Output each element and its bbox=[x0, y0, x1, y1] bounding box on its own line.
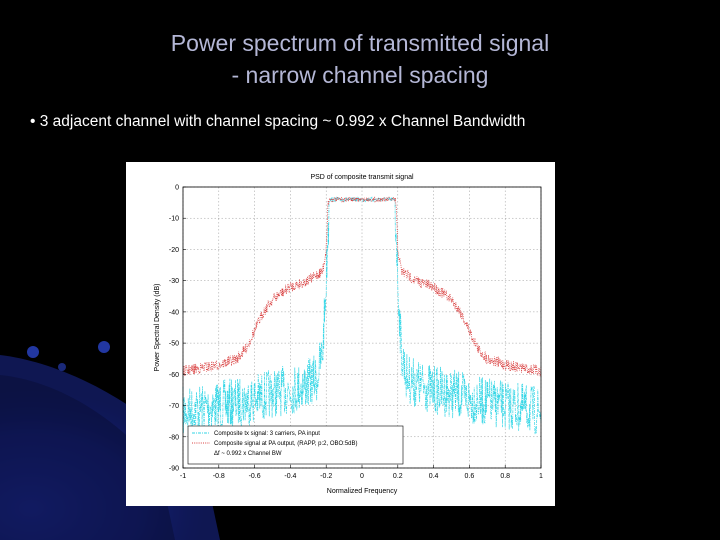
y-axis-label: Power Spectral Density (dB) bbox=[154, 284, 161, 372]
legend-entry-pa-output: Composite signal at PA output, (RAPP, p:… bbox=[214, 441, 358, 447]
y-tick-label: -70 bbox=[169, 403, 179, 410]
chart-legend: Composite tx signal: 3 carriers, PA inpu… bbox=[187, 425, 404, 465]
chart-title: PSD of composite transmit signal bbox=[310, 174, 414, 181]
x-tick-label: 0.6 bbox=[465, 473, 475, 480]
y-tick-label: -20 bbox=[169, 247, 179, 254]
slide-title-line1: Power spectrum of transmitted signal bbox=[170, 30, 550, 56]
psd-chart-figure: -1 -0.8 -0.6 -0.4 -0.2 0 0.2 0.4 0.6 0.8 1 0 -10 -20 -… bbox=[126, 162, 555, 506]
x-tick-label: 0.4 bbox=[429, 473, 439, 480]
chart-series-layer bbox=[182, 196, 542, 435]
x-axis-label: Normalized Frequency bbox=[327, 488, 398, 495]
legend-box bbox=[187, 425, 404, 465]
x-tick-label: 0.2 bbox=[393, 473, 403, 480]
x-tick-label: -0.6 bbox=[249, 473, 261, 480]
y-tick-label: -90 bbox=[169, 466, 179, 473]
x-tick-label: 0.8 bbox=[500, 473, 510, 480]
chart-ticks: -1 -0.8 -0.6 -0.4 -0.2 0 0.2 0.4 0.6 0.8 1 0 -10 -20 -… bbox=[169, 185, 543, 481]
slide-title-line2: - narrow channel spacing bbox=[231, 62, 489, 88]
x-tick-label: -0.4 bbox=[284, 473, 296, 480]
series-pa-output bbox=[182, 196, 542, 377]
y-tick-label: -40 bbox=[169, 309, 179, 316]
x-tick-label: 0 bbox=[360, 473, 364, 480]
y-tick-label: -80 bbox=[169, 434, 179, 441]
bullet-text: • 3 adjacent channel with channel spacin… bbox=[30, 113, 526, 130]
x-tick-label: -0.2 bbox=[320, 473, 332, 480]
y-tick-label: -30 bbox=[169, 278, 179, 285]
y-tick-label: -10 bbox=[169, 216, 179, 223]
y-tick-label: 0 bbox=[175, 185, 179, 192]
legend-entry-pa-input: Composite tx signal: 3 carriers, PA inpu… bbox=[214, 431, 320, 437]
y-tick-label: -60 bbox=[169, 372, 179, 379]
y-tick-label: -50 bbox=[169, 341, 179, 348]
x-tick-label: -0.8 bbox=[213, 473, 225, 480]
x-tick-label: 1 bbox=[539, 473, 543, 480]
psd-chart: -1 -0.8 -0.6 -0.4 -0.2 0 0.2 0.4 0.6 0.8 1 0 -10 -20 -… bbox=[154, 174, 543, 495]
series-pa-input bbox=[182, 196, 542, 435]
legend-note: Δf ~ 0.992 x Channel BW bbox=[214, 451, 282, 457]
x-tick-label: -1 bbox=[180, 473, 186, 480]
